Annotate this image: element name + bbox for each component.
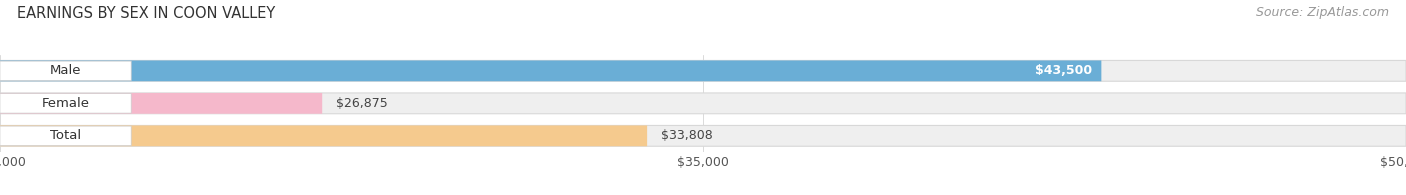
FancyBboxPatch shape bbox=[0, 125, 647, 146]
FancyBboxPatch shape bbox=[0, 60, 1406, 81]
Text: Source: ZipAtlas.com: Source: ZipAtlas.com bbox=[1256, 6, 1389, 19]
Text: Total: Total bbox=[51, 129, 82, 142]
FancyBboxPatch shape bbox=[0, 60, 1101, 81]
Text: Female: Female bbox=[42, 97, 90, 110]
Text: $33,808: $33,808 bbox=[661, 129, 713, 142]
Text: $43,500: $43,500 bbox=[1035, 64, 1092, 77]
FancyBboxPatch shape bbox=[0, 93, 322, 114]
Text: Male: Male bbox=[49, 64, 82, 77]
FancyBboxPatch shape bbox=[0, 126, 131, 146]
FancyBboxPatch shape bbox=[0, 125, 1406, 146]
Text: EARNINGS BY SEX IN COON VALLEY: EARNINGS BY SEX IN COON VALLEY bbox=[17, 6, 276, 21]
FancyBboxPatch shape bbox=[0, 94, 131, 113]
FancyBboxPatch shape bbox=[0, 61, 131, 81]
FancyBboxPatch shape bbox=[0, 93, 1406, 114]
Text: $26,875: $26,875 bbox=[336, 97, 388, 110]
